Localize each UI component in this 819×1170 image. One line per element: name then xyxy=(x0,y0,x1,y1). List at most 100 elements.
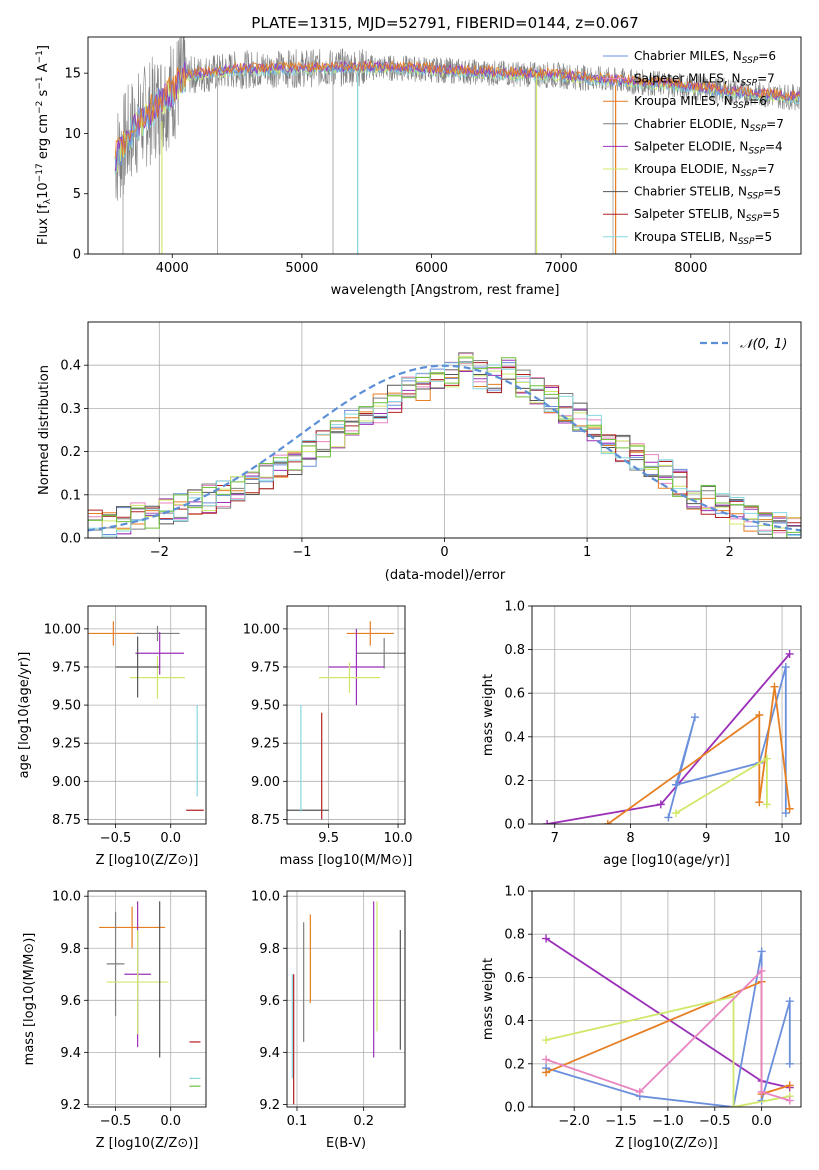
axes-frame xyxy=(286,605,406,825)
point-marker xyxy=(671,780,680,789)
x-tick-label: 0 xyxy=(440,545,448,560)
x-tick-label: 9.5 xyxy=(318,831,339,846)
x-tick-label: −0.5 xyxy=(100,831,132,846)
point-marker xyxy=(755,798,764,807)
y-tick-label: 0.6 xyxy=(504,971,525,986)
y-tick-label: 9.8 xyxy=(60,942,81,957)
legend-entry: Salpeter STELIB, NSSP=5 xyxy=(634,207,780,224)
x-axis-label: age [log10(age/yr)] xyxy=(603,853,730,868)
spectrum-lines xyxy=(114,37,801,254)
point-marker xyxy=(603,820,612,824)
y-tick-label: 9.6 xyxy=(259,994,280,1009)
y-tick-label: 0.4 xyxy=(60,359,81,374)
mass-weight-lines xyxy=(543,649,794,824)
legend-entry: Salpeter ELODIE, NSSP=4 xyxy=(634,139,783,156)
x-tick-label: 0.0 xyxy=(160,1114,181,1129)
histogram-step xyxy=(88,357,801,538)
x-tick-label: −2.0 xyxy=(558,1114,590,1129)
y-tick-label: 10.0 xyxy=(251,890,280,905)
series-line xyxy=(545,995,790,1107)
axes-frame xyxy=(87,605,207,825)
y-axis-label: Flux [fλ10−17 erg cm−2 s−1 A−1] xyxy=(35,45,53,245)
x-tick-label: −0.5 xyxy=(100,1114,132,1129)
legend-entry: Chabrier STELIB, NSSP=5 xyxy=(634,185,781,202)
point-marker xyxy=(757,1087,766,1096)
model-spectrum xyxy=(114,60,801,159)
y-tick-label: 9.2 xyxy=(259,1098,280,1113)
errorbars xyxy=(99,901,201,1087)
y-tick-label: 10.00 xyxy=(243,622,280,637)
point-marker xyxy=(542,1055,551,1064)
x-tick-label: 4000 xyxy=(156,261,189,276)
series-line xyxy=(675,757,768,814)
x-tick-label: −1.5 xyxy=(605,1114,637,1129)
errorbars xyxy=(291,901,401,1105)
y-tick-label: 9.75 xyxy=(52,660,81,675)
y-tick-label: 0.2 xyxy=(504,1057,525,1072)
y-axis-label: mass weight xyxy=(481,674,496,756)
y-tick-label: 0.0 xyxy=(504,818,525,833)
axes-frame xyxy=(531,605,802,825)
axes-frame xyxy=(531,890,802,1108)
x-axis-label: Z [log10(Z/Z⊙)] xyxy=(96,853,199,868)
x-tick-label: −0.5 xyxy=(699,1114,731,1129)
y-tick-label: 9.25 xyxy=(251,737,280,752)
y-tick-label: 0.0 xyxy=(504,1101,525,1116)
point-marker xyxy=(785,649,794,658)
x-axis-label: mass [log10(M/M⊙)] xyxy=(280,853,413,868)
axes-frame xyxy=(286,890,406,1108)
y-tick-label: 9.75 xyxy=(251,660,280,675)
histograms xyxy=(88,352,801,538)
y-tick-label: 0.4 xyxy=(504,730,525,745)
point-marker xyxy=(785,1096,794,1105)
x-tick-label: 9 xyxy=(702,831,710,846)
x-tick-label: 2 xyxy=(726,545,734,560)
y-tick-label: 9.25 xyxy=(52,737,81,752)
x-axis-label: wavelength [Angstrom, rest frame] xyxy=(331,283,560,298)
y-tick-label: 10 xyxy=(64,127,81,142)
x-tick-label: 7000 xyxy=(545,261,578,276)
point-marker xyxy=(762,754,771,763)
histogram-step xyxy=(88,361,801,537)
x-tick-label: 8 xyxy=(626,831,634,846)
y-tick-label: 9.8 xyxy=(259,942,280,957)
y-tick-label: 0.6 xyxy=(504,687,525,702)
x-tick-label: 0.2 xyxy=(353,1114,374,1129)
y-tick-label: 9.2 xyxy=(60,1098,81,1113)
y-tick-label: 0.1 xyxy=(60,488,81,503)
point-marker xyxy=(770,682,779,691)
model-spectrum xyxy=(114,59,801,172)
point-marker xyxy=(785,997,794,1006)
series-line xyxy=(547,653,791,824)
y-tick-label: 5 xyxy=(73,187,81,202)
x-tick-label: 8000 xyxy=(674,261,707,276)
point-marker xyxy=(542,1068,551,1077)
y-tick-label: 0.3 xyxy=(60,402,81,417)
x-axis-label: E(B-V) xyxy=(326,1136,366,1151)
x-tick-label: 1 xyxy=(583,545,591,560)
x-axis-label: Z [log10(Z/Z⊙)] xyxy=(96,1136,199,1151)
x-tick-label: 6000 xyxy=(415,261,448,276)
point-marker xyxy=(671,809,680,818)
x-tick-label: 10.0 xyxy=(384,831,413,846)
y-tick-label: 9.50 xyxy=(52,699,81,714)
y-axis-label: mass [log10(M/M⊙)] xyxy=(22,933,37,1066)
point-marker xyxy=(543,820,552,824)
y-tick-label: 9.50 xyxy=(251,699,280,714)
panel-residuals: −2 −1 0 1 2 0.0 0.1 0.2 0.3 0.4 𝒩(0, 1) (data-model… xyxy=(37,321,802,583)
x-tick-label: 0.0 xyxy=(160,831,181,846)
point-marker xyxy=(781,663,790,672)
x-tick-label: 10 xyxy=(774,831,791,846)
point-marker xyxy=(664,813,673,822)
figure-title: PLATE=1315, MJD=52791, FIBERID=0144, z=0… xyxy=(251,14,638,32)
panel-spectrum: 4000 5000 6000 7000 8000 0 5 10 15 Chabrier MILES… xyxy=(35,36,802,298)
y-tick-label: 0.4 xyxy=(504,1014,525,1029)
y-tick-label: 0.0 xyxy=(60,532,81,547)
y-axis-label: age [log10(age/yr)] xyxy=(17,652,32,779)
point-marker xyxy=(656,800,665,809)
panel-massweight_vs_Z: −2.0 −1.5 −1.0 −0.5 0.0 0.0 0.2 0.4 0.6 0.8 1.0 Z [… xyxy=(481,885,802,1151)
y-tick-label: 9.00 xyxy=(52,775,81,790)
y-tick-label: 10.00 xyxy=(44,622,81,637)
y-axis-label: mass weight xyxy=(481,958,496,1040)
y-tick-label: 0.2 xyxy=(504,774,525,789)
